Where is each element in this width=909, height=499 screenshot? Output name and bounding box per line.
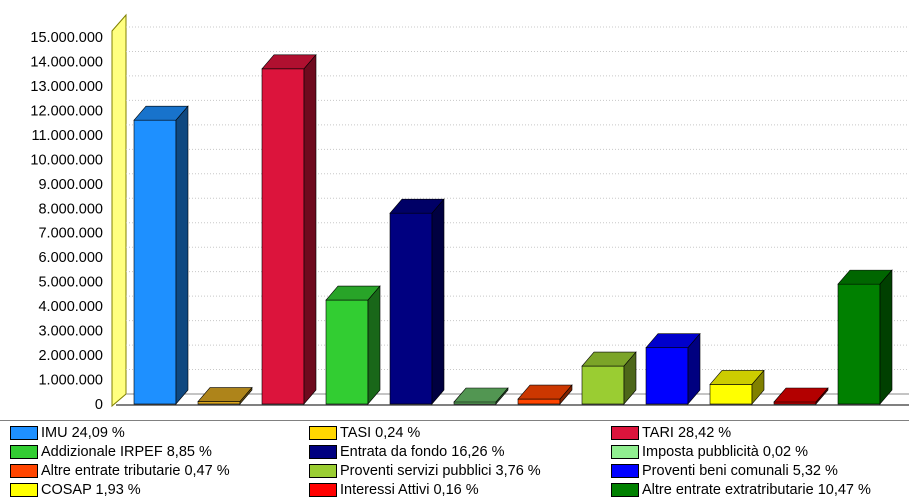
bar-tasi — [197, 386, 253, 405]
bar-front — [389, 212, 433, 405]
legend-item: Entrata da fondo 16,26 % — [309, 443, 504, 461]
bar-front — [709, 384, 753, 405]
y-tick-label: 11.000.000 — [32, 128, 104, 144]
y-tick-label: 7.000.000 — [38, 226, 103, 242]
y-tick-label: 13.000.000 — [30, 79, 103, 95]
legend: IMU 24,09 % TASI 0,24 % TARI 28,42 % Addizi… — [0, 420, 909, 498]
bar-side — [623, 351, 637, 405]
legend-item: Altre entrate extratributarie 10,47 % — [611, 481, 871, 499]
bars — [133, 53, 893, 405]
legend-swatch — [611, 445, 639, 459]
bar-side — [495, 387, 509, 405]
bar-side — [559, 384, 573, 405]
bar-front — [517, 398, 561, 405]
legend-item: Imposta pubblicità 0,02 % — [611, 443, 808, 461]
bar-side — [879, 269, 893, 405]
legend-swatch — [309, 483, 337, 497]
bar-side — [687, 332, 701, 405]
y-tick-label: 15.000.000 — [30, 30, 103, 46]
legend-item: IMU 24,09 % — [10, 424, 125, 442]
grid-lines — [126, 26, 909, 371]
legend-swatch — [309, 445, 337, 459]
legend-item: TASI 0,24 % — [309, 424, 420, 442]
bar-imposta-pubblicit- — [453, 387, 509, 405]
bar-front — [325, 299, 369, 405]
legend-swatch — [10, 464, 38, 478]
legend-item: Interessi Attivi 0,16 % — [309, 481, 479, 499]
legend-label: IMU 24,09 % — [41, 425, 125, 441]
legend-label: Imposta pubblicità 0,02 % — [642, 444, 809, 460]
bar-addizionale-irpef — [325, 285, 381, 405]
bar-side — [431, 198, 445, 405]
legend-item: Addizionale IRPEF 8,85 % — [10, 443, 212, 461]
bar-side — [815, 387, 829, 405]
legend-item: Proventi beni comunali 5,32 % — [611, 462, 838, 480]
bar-front — [261, 68, 305, 405]
bar-tari — [261, 53, 317, 405]
bar-altre-entrate-extratributarie — [837, 269, 893, 405]
bar-front — [645, 347, 689, 405]
bar-side — [751, 369, 765, 405]
legend-item: COSAP 1,93 % — [10, 481, 141, 499]
legend-label: Altre entrate extratributarie 10,47 % — [642, 482, 871, 498]
bar-chart: 0 1.000.000 2.000.000 3.000.000 4.000.000 5.0… — [30, 13, 909, 413]
legend-label: Proventi servizi pubblici 3,76 % — [340, 463, 541, 479]
y-tick-label: 10.000.000 — [30, 152, 103, 168]
legend-label: Addizionale IRPEF 8,85 % — [41, 444, 212, 460]
legend-swatch — [10, 426, 38, 440]
legend-swatch — [611, 483, 639, 497]
bar-side — [239, 386, 253, 405]
legend-label: TARI 28,42 % — [642, 425, 732, 441]
legend-swatch — [309, 426, 337, 440]
legend-item: TARI 28,42 % — [611, 424, 731, 442]
legend-swatch — [611, 464, 639, 478]
legend-swatch — [611, 426, 639, 440]
y-tick-label: 5.000.000 — [38, 275, 103, 291]
legend-label: Proventi beni comunali 5,32 % — [642, 463, 838, 479]
legend-label: TASI 0,24 % — [340, 425, 421, 441]
y-tick-label: 9.000.000 — [38, 177, 103, 193]
side-wall — [111, 13, 127, 408]
bar-front — [581, 365, 625, 405]
bar-interessi-attivi — [773, 387, 829, 405]
legend-label: COSAP 1,93 % — [41, 482, 141, 498]
legend-swatch — [10, 445, 38, 459]
legend-item: Proventi servizi pubblici 3,76 % — [309, 462, 541, 480]
y-tick-label: 8.000.000 — [38, 201, 103, 217]
bar-side — [175, 105, 189, 405]
y-axis-ticks: 0 1.000.000 2.000.000 3.000.000 4.000.000 5.0… — [30, 30, 103, 413]
y-tick-label: 6.000.000 — [38, 250, 103, 266]
bar-entrata-da-fondo — [389, 198, 445, 405]
legend-item: Altre entrate tributarie 0,47 % — [10, 462, 230, 480]
bar-altre-entrate-tributarie — [517, 384, 573, 405]
legend-swatch — [10, 483, 38, 497]
y-tick-label: 12.000.000 — [30, 103, 103, 119]
y-tick-label: 3.000.000 — [38, 324, 103, 340]
bar-front — [837, 283, 881, 405]
bar-imu — [133, 105, 189, 405]
bar-front — [197, 401, 241, 405]
bar-proventi-servizi-pubblici — [581, 351, 637, 405]
legend-label: Altre entrate tributarie 0,47 % — [41, 463, 230, 479]
bar-front — [133, 119, 177, 405]
y-tick-label: 1.000.000 — [38, 373, 103, 389]
y-tick-label: 0 — [95, 397, 103, 413]
y-tick-label: 14.000.000 — [30, 54, 103, 70]
bar-side — [367, 285, 381, 405]
bar-cosap — [709, 369, 765, 405]
chart-walls — [111, 13, 909, 408]
legend-label: Entrata da fondo 16,26 % — [340, 444, 505, 460]
bar-proventi-beni-comunali — [645, 332, 701, 405]
legend-label: Interessi Attivi 0,16 % — [340, 482, 479, 498]
y-tick-label: 2.000.000 — [38, 348, 103, 364]
legend-swatch — [309, 464, 337, 478]
y-tick-label: 4.000.000 — [38, 299, 103, 315]
bar-side — [303, 53, 317, 405]
